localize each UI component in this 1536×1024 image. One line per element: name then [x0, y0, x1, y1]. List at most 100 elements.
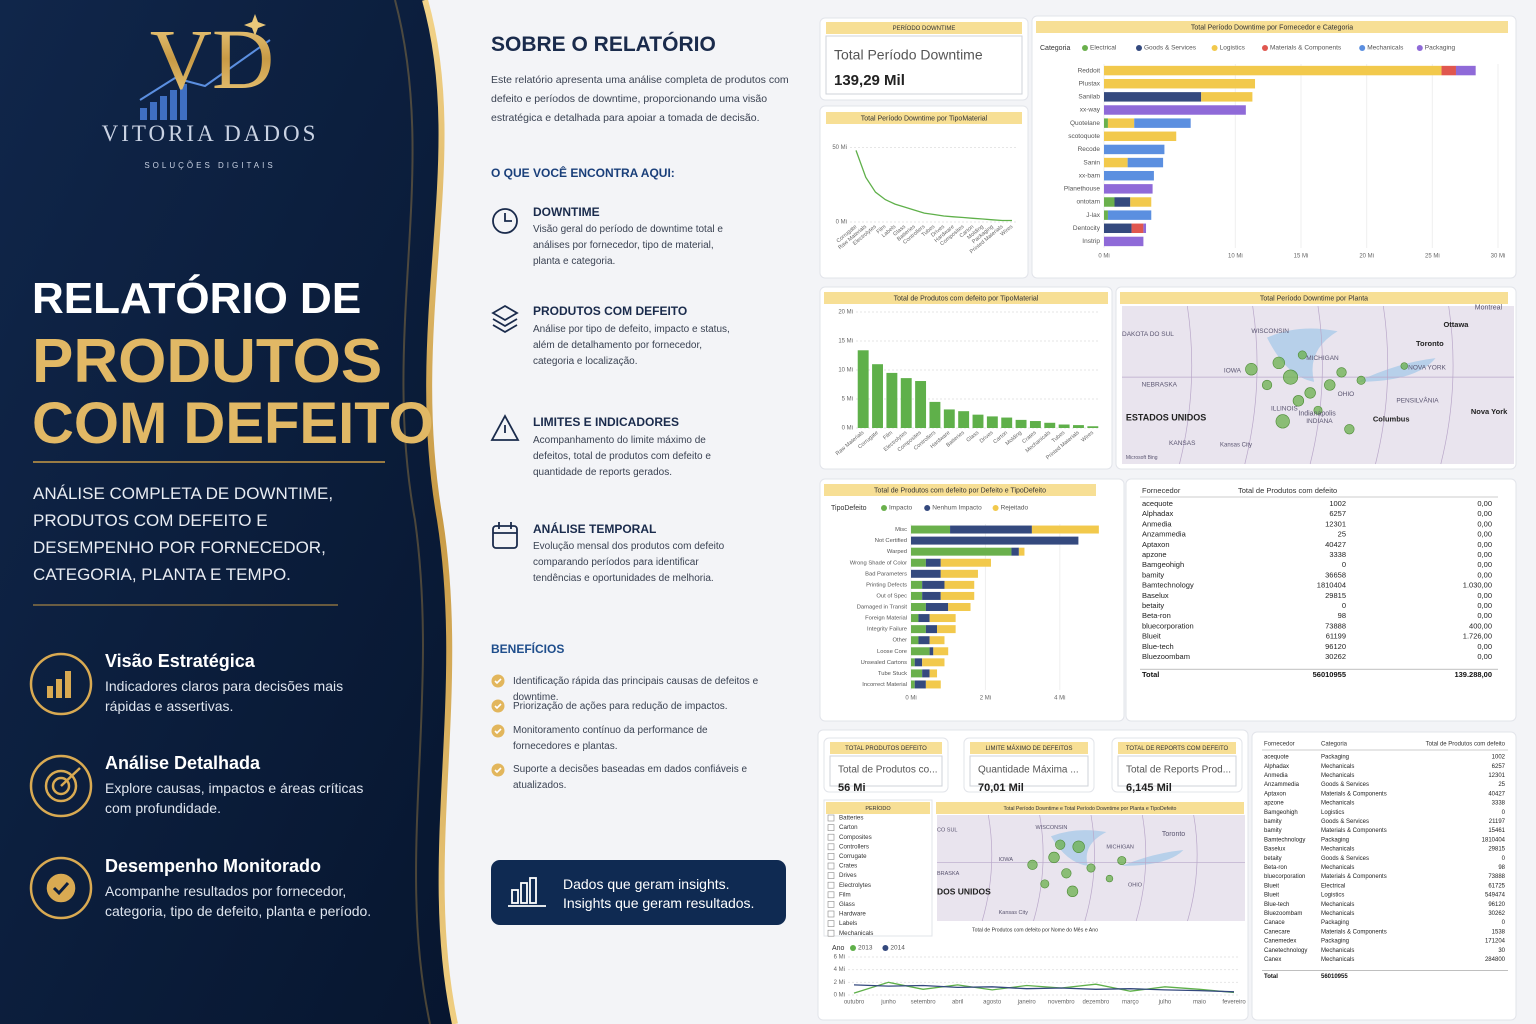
bar-segment — [914, 658, 923, 667]
table-cell: 0,00 — [1477, 560, 1492, 569]
table-cell: Bluezoombam — [1264, 911, 1302, 917]
panel-title: Total Período Downtime e Total Período D… — [1004, 806, 1177, 812]
legend-label: Mechanicals — [1367, 45, 1404, 52]
bar-segment — [1031, 525, 1099, 534]
item-title: DOWNTIME — [533, 205, 600, 219]
map-bubble — [1261, 379, 1273, 391]
highlight-icons — [29, 652, 93, 920]
map-bubble — [1245, 363, 1258, 376]
table-cell: acequote — [1264, 755, 1289, 761]
x-tick-label: março — [1122, 1000, 1139, 1006]
slicer-item: Corrugate — [839, 853, 867, 860]
map-label: NEBRASKA — [1142, 382, 1178, 389]
bar-segment — [911, 680, 915, 689]
table-cell: Alphadax — [1142, 509, 1174, 518]
x-tick-label: Packaging — [971, 224, 995, 245]
slicer-checkbox — [827, 881, 835, 889]
y-tick-label: Integrity Failure — [867, 627, 907, 633]
map-label: OHIO — [1128, 882, 1143, 888]
highlight-title: Análise Detalhada — [105, 753, 261, 773]
x-tick-label: maio — [1193, 1000, 1207, 1006]
gold-edge-thin — [394, 0, 431, 1024]
bar-segment — [948, 603, 971, 611]
x-tick-label: Hardware — [934, 224, 956, 244]
y-tick-label: Dentocity — [1073, 225, 1101, 232]
table-cell: Blue-tech — [1264, 902, 1289, 908]
slicer-item: Drives — [839, 872, 857, 879]
kpi-box — [969, 755, 1089, 787]
panel-title: Total Período Downtime por Fornecedor e … — [1191, 24, 1353, 31]
bar — [1015, 419, 1027, 428]
hero-panel — [0, 0, 455, 1024]
legend-swatch — [1211, 45, 1218, 51]
x-tick-label: Glass — [966, 430, 981, 444]
bar-segment — [925, 558, 941, 567]
table-cell: Goods & Services — [1321, 856, 1369, 862]
y-tick-label: Damaged in Transit — [857, 605, 908, 611]
y-tick-label: Bad Parameters — [865, 571, 907, 577]
bar-segment — [918, 614, 930, 623]
map-bubble — [1117, 856, 1127, 866]
table-cell: 25 — [1338, 530, 1346, 539]
logo-bars — [140, 84, 187, 120]
x-tick-label: abril — [952, 1000, 963, 1006]
hero-background: VD VITORIA DADOS SOLUÇÕES DIGITAIS — [0, 0, 458, 1024]
panel — [819, 105, 1029, 279]
table-cell: 25 — [1498, 782, 1505, 788]
table-cell: Aptaxon — [1264, 791, 1286, 797]
x-tick-label: Mechanicals — [1025, 430, 1052, 454]
table-total: Total — [1264, 974, 1278, 980]
table-cell: Packaging — [1321, 755, 1349, 761]
map-bubble — [1055, 839, 1066, 850]
slicer-item: Batteries — [839, 815, 863, 822]
bar-segment — [1107, 118, 1135, 128]
table-cell: 0,00 — [1477, 499, 1492, 508]
table-header: Fornecedor — [1264, 742, 1295, 748]
bar-segment — [1143, 223, 1147, 234]
table-cell: apzone — [1264, 801, 1284, 807]
map-border — [1135, 814, 1147, 922]
panel-title: Total de Produtos com defeito por TipoMa… — [894, 295, 1039, 302]
map-label: DOS UNIDOS — [937, 887, 991, 897]
table-cell: 6257 — [1329, 509, 1346, 518]
x-tick-label: Batteries — [896, 224, 917, 243]
table-cell: Anzammedia — [1142, 530, 1187, 539]
hero-subtitle: ANÁLISE COMPLETA DE DOWNTIME, PRODUTOS C… — [33, 484, 334, 584]
map-background — [1122, 306, 1514, 464]
x-tick-label: Wires — [1000, 224, 1015, 238]
panel — [819, 17, 1029, 101]
panel-header — [1120, 292, 1508, 304]
map-label: CO SUL — [937, 827, 957, 833]
bar-segment — [911, 558, 926, 567]
y-tick-label: 6 Mi — [834, 955, 845, 961]
hero-title-line: PRODUTOS — [32, 327, 383, 396]
table-total: Total — [1142, 670, 1159, 679]
bar — [1073, 425, 1084, 428]
slicer-item: Carton — [839, 824, 858, 831]
bar-segment — [925, 603, 949, 611]
legend-title: Ano — [832, 945, 845, 952]
map-bubble — [1400, 362, 1408, 370]
bar-segment — [929, 636, 945, 645]
bar — [929, 401, 941, 428]
slicer-item: Labels — [839, 920, 857, 927]
x-tick-label: 15 Mi — [1294, 254, 1309, 260]
bar-segment — [1130, 197, 1152, 207]
x-tick-label: Drives — [979, 430, 995, 445]
map-label: KANSAS — [1169, 440, 1196, 447]
table-cell: Blue-tech — [1142, 642, 1174, 651]
map-label: WISCONSIN — [1036, 825, 1068, 831]
y-tick-label: 5 Mi — [842, 397, 853, 403]
legend-label: Impacto — [889, 505, 913, 512]
table-cell: 29815 — [1325, 591, 1346, 600]
y-tick-label: Plustax — [1079, 80, 1101, 87]
line — [853, 984, 1235, 993]
highlight-title: Desempenho Monitorado — [105, 856, 322, 876]
x-tick-label: Labels — [881, 224, 897, 239]
bar-segment — [1018, 547, 1025, 556]
bar-segment — [922, 591, 941, 600]
bar-segment — [914, 680, 926, 689]
item-title: PRODUTOS COM DEFEITO — [533, 304, 688, 318]
bar — [1001, 417, 1013, 428]
y-tick-label: 20 Mi — [838, 310, 853, 316]
